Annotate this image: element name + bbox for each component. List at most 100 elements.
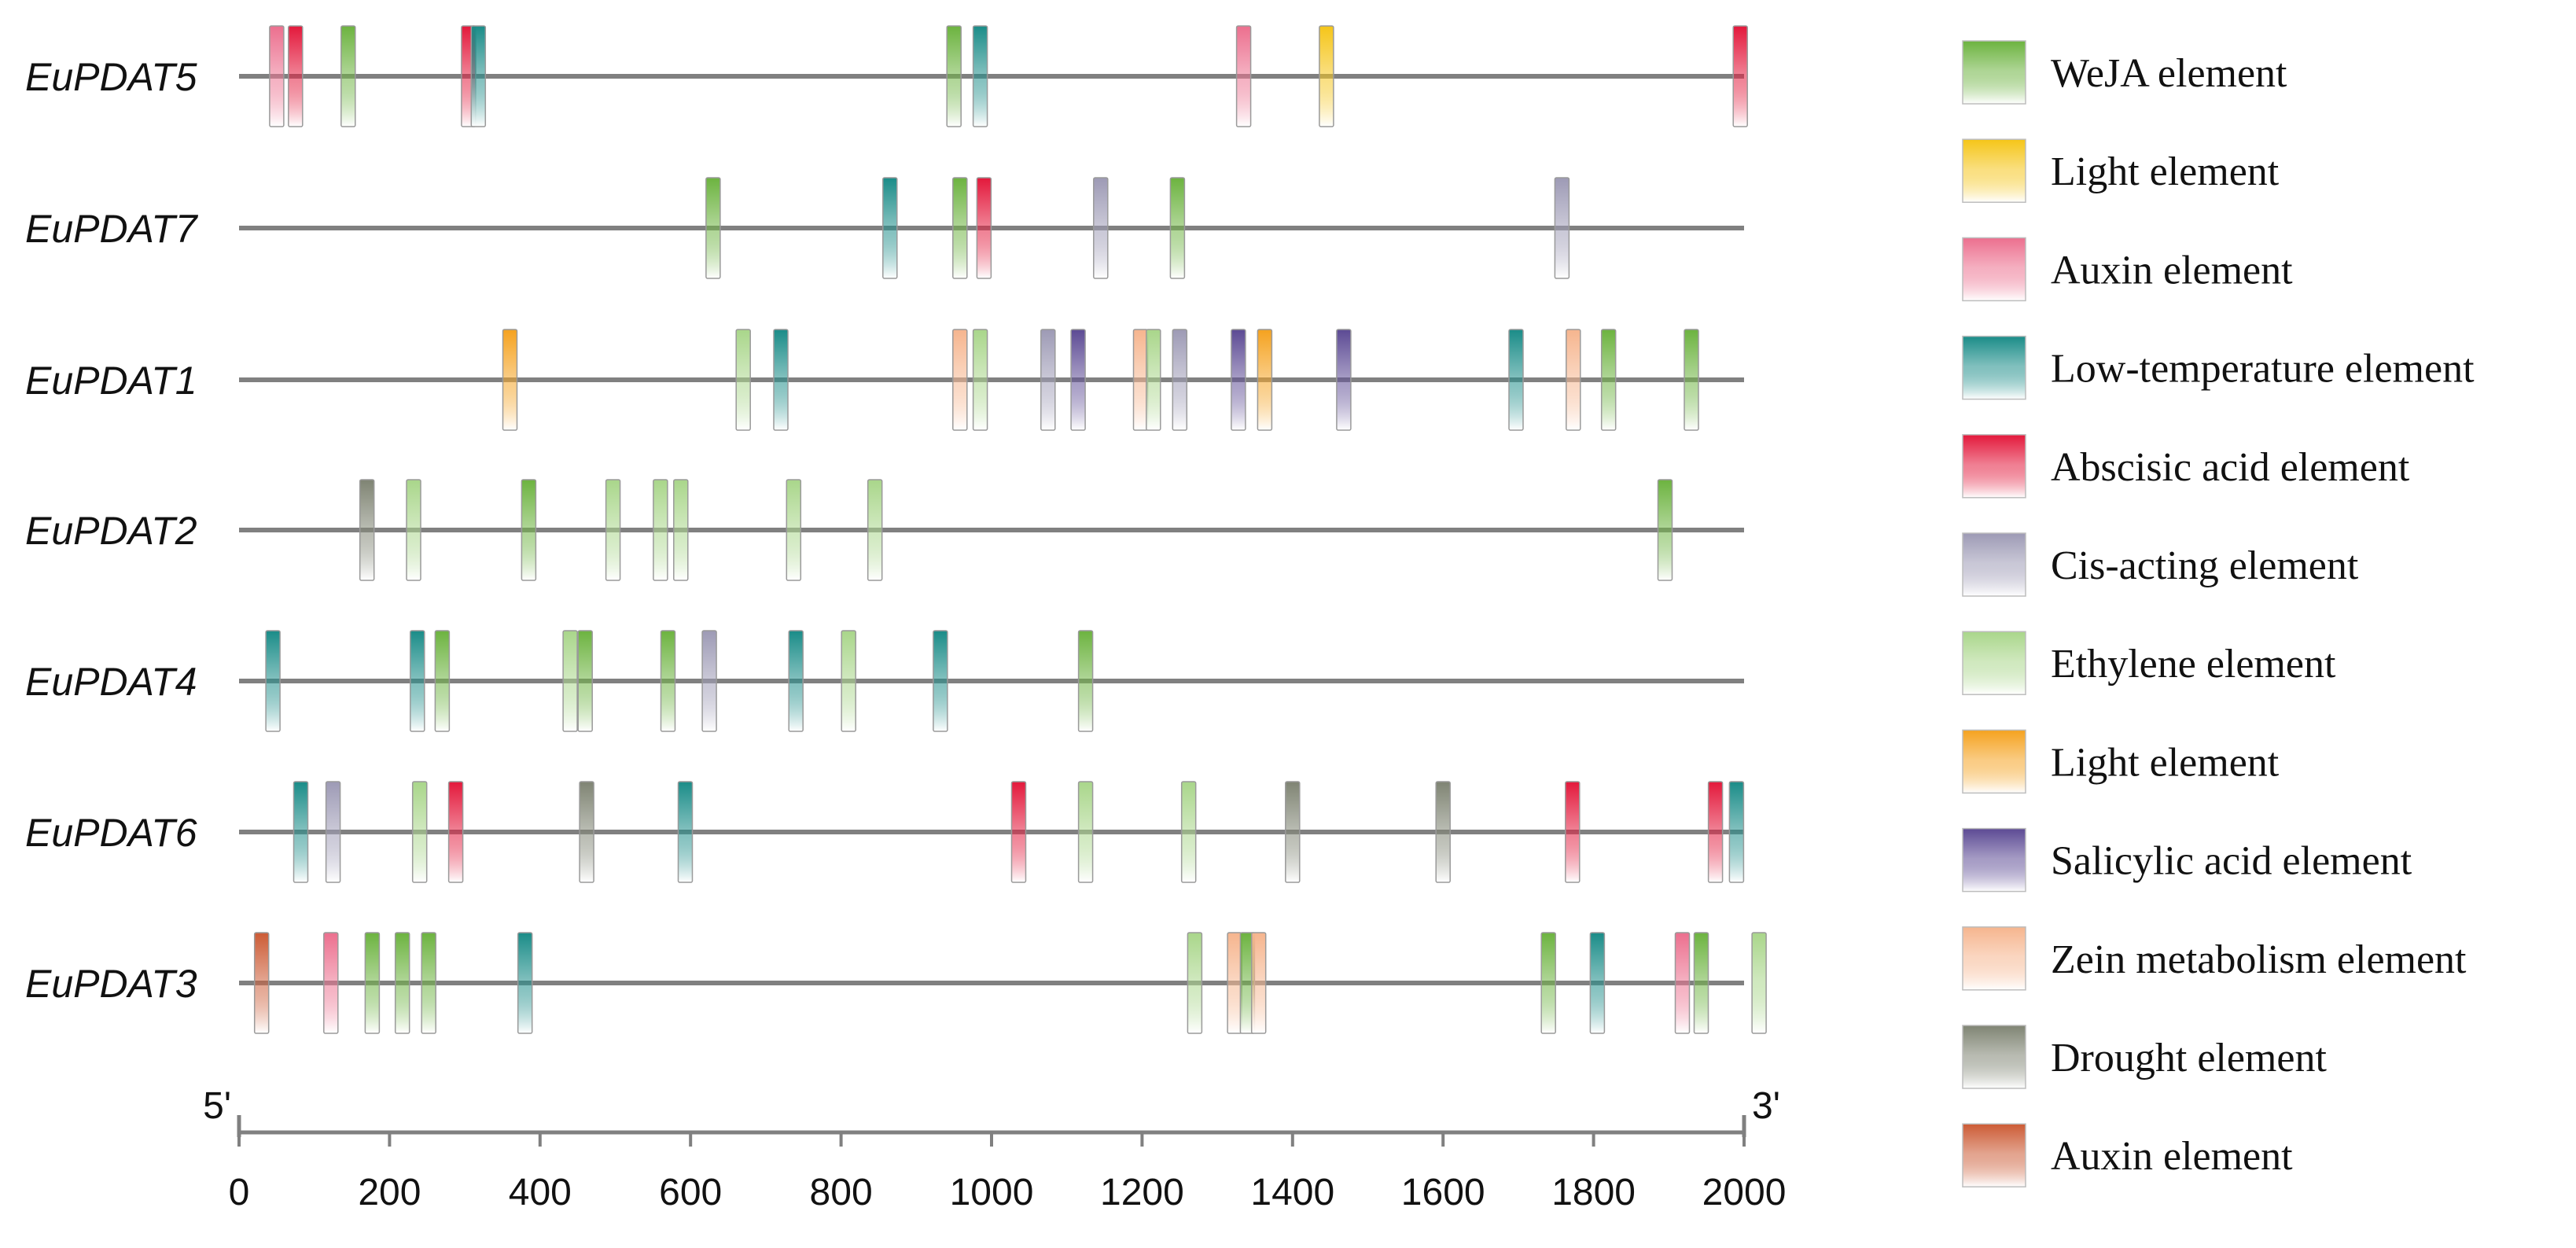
legend-swatch <box>1962 827 2026 893</box>
element-mark-aba <box>1565 781 1581 883</box>
element-mark-ethylene <box>1751 932 1767 1034</box>
legend-label: Ethylene element <box>2051 642 2336 687</box>
element-mark-weja <box>521 479 537 581</box>
element-mark-auxin_o <box>253 932 270 1034</box>
axis-tick-label: 1000 <box>950 1172 1034 1213</box>
element-mark-lowtemp <box>1589 932 1606 1034</box>
element-mark-aba <box>1732 25 1748 127</box>
element-mark-cis <box>1554 177 1570 279</box>
axis-tick-label: 2000 <box>1702 1172 1787 1213</box>
legend-swatch <box>1962 729 2026 794</box>
legend-item-drought: Drought element <box>1962 1025 2327 1089</box>
gene-row-EuPDAT5: EuPDAT5 <box>25 25 1748 127</box>
element-mark-ethylene <box>1077 781 1094 883</box>
element-mark-ethylene <box>562 630 578 732</box>
element-mark-auxin_p <box>323 932 339 1034</box>
gene-tracks: EuPDAT5 EuPDAT7 EuPDAT1 EuPDAT2 EuPDAT4 EuPDA… <box>25 25 1767 1034</box>
element-mark-ethylene <box>653 479 668 581</box>
five-prime-label: 5' <box>203 1085 231 1127</box>
element-mark-sa <box>1070 329 1086 431</box>
legend-label: Cis-acting element <box>2051 543 2359 588</box>
element-mark-cis <box>1040 329 1056 431</box>
legend-label: Auxin element <box>2051 1134 2293 1179</box>
legend-swatch <box>1962 434 2026 499</box>
element-mark-weja <box>434 630 451 732</box>
gene-label: EuPDAT2 <box>25 509 197 553</box>
element-mark-weja <box>1657 479 1673 581</box>
element-mark-zein <box>952 329 968 431</box>
element-mark-ethylene <box>411 781 428 883</box>
legend-label: Salicylic acid element <box>2051 839 2412 884</box>
element-mark-lowtemp <box>882 177 898 279</box>
three-prime-label: 3' <box>1752 1085 1780 1127</box>
element-mark-drought <box>1285 781 1301 883</box>
element-mark-drought <box>1435 781 1451 883</box>
element-mark-lowtemp <box>933 630 948 732</box>
element-mark-light_o <box>502 329 518 431</box>
legend-swatch <box>1962 631 2026 695</box>
element-mark-ethylene <box>1146 329 1161 431</box>
element-mark-weja <box>394 932 410 1034</box>
element-mark-ethylene <box>735 329 751 431</box>
legend-item-light_o: Light element <box>1962 729 2280 794</box>
legend-item-auxin_p: Auxin element <box>1962 237 2293 302</box>
axis-tick-label: 400 <box>509 1172 572 1213</box>
element-mark-ethylene <box>605 479 621 581</box>
element-mark-light_y <box>1319 25 1334 127</box>
legend-item-auxin_o: Auxin element <box>1962 1123 2293 1187</box>
element-mark-zein <box>1566 329 1581 431</box>
element-mark-lowtemp <box>972 25 988 127</box>
element-mark-ethylene <box>841 630 856 732</box>
legend-swatch <box>1962 237 2026 302</box>
legend-swatch <box>1962 40 2026 105</box>
position-axis: 0 200 400 600 800 1000 1200 1400 1600 1800 2000 5' 3… <box>203 1085 1786 1213</box>
element-mark-weja <box>1693 932 1709 1034</box>
element-mark-weja <box>421 932 436 1034</box>
legend-swatch <box>1962 138 2026 203</box>
gene-row-EuPDAT4: EuPDAT4 <box>25 630 1744 732</box>
element-mark-drought <box>359 479 375 581</box>
element-mark-lowtemp <box>410 630 425 732</box>
legend: WeJA element Light element Auxin element Lo… <box>1962 40 2475 1187</box>
element-mark-light_o <box>1257 329 1273 431</box>
element-mark-auxin_p <box>1674 932 1691 1034</box>
element-mark-weja <box>577 630 593 732</box>
legend-item-cis: Cis-acting element <box>1962 532 2359 597</box>
element-mark-drought <box>579 781 594 883</box>
element-mark-aba <box>447 781 464 883</box>
element-mark-lowtemp <box>773 329 789 431</box>
legend-swatch <box>1962 335 2026 400</box>
element-mark-weja <box>1684 329 1699 431</box>
legend-label: Auxin element <box>2051 248 2293 293</box>
element-mark-cis <box>1093 177 1109 279</box>
gene-label: EuPDAT4 <box>25 660 197 704</box>
legend-swatch <box>1962 926 2026 991</box>
element-mark-aba <box>976 177 992 279</box>
element-mark-auxin_p <box>1235 25 1252 127</box>
gene-label: EuPDAT6 <box>25 811 197 855</box>
element-mark-weja <box>364 932 381 1034</box>
element-mark-cis <box>325 781 341 883</box>
axis-tick-label: 1600 <box>1401 1172 1485 1213</box>
element-mark-lowtemp <box>293 781 309 883</box>
element-mark-sa <box>1231 329 1246 431</box>
element-mark-ethylene <box>673 479 689 581</box>
element-mark-aba <box>288 25 304 127</box>
axis-tick-label: 1200 <box>1100 1172 1184 1213</box>
element-mark-ethylene <box>972 329 988 431</box>
element-mark-ethylene <box>786 479 802 581</box>
element-mark-weja <box>660 630 676 732</box>
gene-row-EuPDAT6: EuPDAT6 <box>25 781 1745 883</box>
element-mark-lowtemp <box>265 630 281 732</box>
legend-label: Light element <box>2051 149 2280 194</box>
axis-tick-label: 1400 <box>1250 1172 1334 1213</box>
axis-tick-label: 600 <box>659 1172 722 1213</box>
legend-label: Drought element <box>2051 1036 2327 1080</box>
legend-swatch <box>1962 1025 2026 1089</box>
gene-row-EuPDAT3: EuPDAT3 <box>25 932 1767 1034</box>
element-mark-weja <box>952 177 968 279</box>
legend-label: Light element <box>2051 740 2280 785</box>
element-mark-cis <box>1172 329 1188 431</box>
element-mark-ethylene <box>406 479 421 581</box>
element-mark-weja <box>1169 177 1186 279</box>
